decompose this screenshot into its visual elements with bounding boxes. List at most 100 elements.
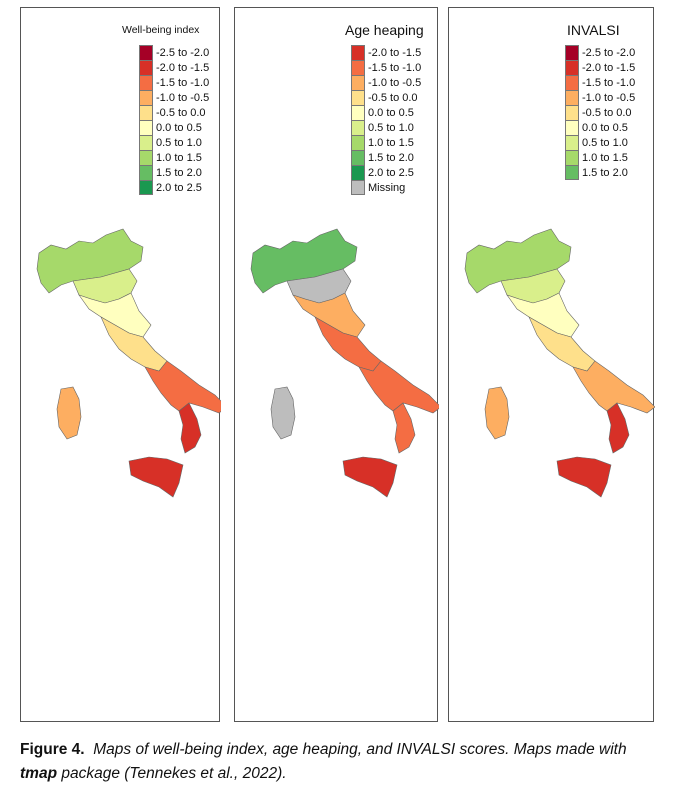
legend-label: -2.0 to -1.5 xyxy=(368,46,422,59)
legend-label: 2.0 to 2.5 xyxy=(368,166,414,179)
italy-map xyxy=(36,228,221,498)
legend-swatch xyxy=(351,60,365,75)
legend-item: -2.0 to -1.5 xyxy=(139,60,209,75)
map-panel-wellbeing: Well-being index -2.5 to -2.0 -2.0 to -1.… xyxy=(20,7,221,722)
legend-item: 1.5 to 2.0 xyxy=(565,165,628,180)
legend-label: -1.5 to -1.0 xyxy=(156,76,210,89)
legend-item: -2.0 to -1.5 xyxy=(351,45,421,60)
map-region xyxy=(178,402,202,454)
map-panel-age-heaping: Age heaping -2.0 to -1.5 -1.5 to -1.0 -1.0… xyxy=(234,7,439,722)
caption-text: Maps of well-being index, age heaping, a… xyxy=(93,741,627,758)
figure-caption: Figure 4. Maps of well-being index, age … xyxy=(20,738,660,786)
legend-item: 1.0 to 1.5 xyxy=(565,150,628,165)
legend-item: 1.5 to 2.0 xyxy=(351,150,414,165)
legend-swatch xyxy=(139,90,153,105)
legend-item: 1.0 to 1.5 xyxy=(139,150,202,165)
legend-swatch xyxy=(351,165,365,180)
italy-map xyxy=(464,228,655,498)
legend-label: Missing xyxy=(368,181,406,194)
legend-item: -1.5 to -1.0 xyxy=(351,60,421,75)
legend-swatch xyxy=(565,135,579,150)
legend-label: 1.0 to 1.5 xyxy=(368,136,414,149)
legend-label: 1.5 to 2.0 xyxy=(582,166,628,179)
legend-item: 0.5 to 1.0 xyxy=(565,135,628,150)
caption-text-end: package (Tennekes et al., 2022). xyxy=(61,765,287,782)
legend-swatch xyxy=(139,120,153,135)
legend-item: -1.0 to -0.5 xyxy=(351,75,421,90)
legend-label: 1.5 to 2.0 xyxy=(156,166,202,179)
legend-item: -1.5 to -1.0 xyxy=(565,75,635,90)
legend-item: -0.5 to 0.0 xyxy=(565,105,632,120)
legend-item: 0.0 to 0.5 xyxy=(139,120,202,135)
legend-label: -1.0 to -0.5 xyxy=(156,91,210,104)
legend-item: -0.5 to 0.0 xyxy=(351,90,418,105)
legend-label: -2.5 to -2.0 xyxy=(156,46,210,59)
legend-swatch xyxy=(351,105,365,120)
legend-swatch xyxy=(565,60,579,75)
legend-label: -0.5 to 0.0 xyxy=(582,106,632,119)
legend-item: Missing xyxy=(351,180,405,195)
legend-label: -2.0 to -1.5 xyxy=(582,61,636,74)
map-region xyxy=(342,456,398,498)
legend-item: -2.0 to -1.5 xyxy=(565,60,635,75)
legend-label: 1.0 to 1.5 xyxy=(582,151,628,164)
map-region xyxy=(56,386,82,440)
legend-label: -1.5 to -1.0 xyxy=(582,76,636,89)
legend-label: 0.0 to 0.5 xyxy=(582,121,628,134)
legend-item: 1.5 to 2.0 xyxy=(139,165,202,180)
legend-label: -1.5 to -1.0 xyxy=(368,61,422,74)
legend-label: 0.5 to 1.0 xyxy=(156,136,202,149)
legend-swatch xyxy=(565,165,579,180)
legend-swatch xyxy=(351,75,365,90)
legend-item: -2.5 to -2.0 xyxy=(139,45,209,60)
legend-swatch xyxy=(565,75,579,90)
legend-swatch xyxy=(351,180,365,195)
legend-swatch xyxy=(139,75,153,90)
legend-swatch xyxy=(351,45,365,60)
legend-swatch xyxy=(139,105,153,120)
legend-swatch xyxy=(351,135,365,150)
legend-swatch xyxy=(139,180,153,195)
legend-item: 0.5 to 1.0 xyxy=(351,120,414,135)
legend-swatch xyxy=(565,90,579,105)
map-region xyxy=(606,402,630,454)
legend-label: -2.0 to -1.5 xyxy=(156,61,210,74)
map-region xyxy=(144,360,221,414)
legend-item: -1.5 to -1.0 xyxy=(139,75,209,90)
legend-item: -0.5 to 0.0 xyxy=(139,105,206,120)
map-region xyxy=(250,228,358,294)
map-region xyxy=(392,402,416,454)
legend-item: -1.0 to -0.5 xyxy=(139,90,209,105)
map-region xyxy=(36,228,144,294)
legend-swatch xyxy=(351,150,365,165)
legend-label: 1.0 to 1.5 xyxy=(156,151,202,164)
map-region xyxy=(358,360,439,414)
legend-item: -2.5 to -2.0 xyxy=(565,45,635,60)
legend-swatch xyxy=(565,150,579,165)
legend-swatch xyxy=(139,60,153,75)
legend-swatch xyxy=(139,45,153,60)
legend-swatch xyxy=(139,135,153,150)
legend-swatch xyxy=(565,105,579,120)
legend-label: -2.5 to -2.0 xyxy=(582,46,636,59)
legend-item: 2.0 to 2.5 xyxy=(351,165,414,180)
legend-item: 2.0 to 2.5 xyxy=(139,180,202,195)
legend-label: 1.5 to 2.0 xyxy=(368,151,414,164)
legend-label: -1.0 to -0.5 xyxy=(368,76,422,89)
legend-swatch xyxy=(351,120,365,135)
map-region xyxy=(556,456,612,498)
legend-item: 0.0 to 0.5 xyxy=(351,105,414,120)
map-region xyxy=(128,456,184,498)
legend-title: INVALSI xyxy=(567,22,620,38)
map-region xyxy=(572,360,655,414)
legend-label: -0.5 to 0.0 xyxy=(156,106,206,119)
legend-title: Well-being index xyxy=(122,24,200,36)
legend-label: -0.5 to 0.0 xyxy=(368,91,418,104)
legend-item: 0.0 to 0.5 xyxy=(565,120,628,135)
legend-title: Age heaping xyxy=(345,22,424,38)
legend-label: 2.0 to 2.5 xyxy=(156,181,202,194)
map-region xyxy=(484,386,510,440)
italy-map xyxy=(250,228,439,498)
figure-number: Figure 4. xyxy=(20,741,85,758)
legend-label: 0.5 to 1.0 xyxy=(582,136,628,149)
